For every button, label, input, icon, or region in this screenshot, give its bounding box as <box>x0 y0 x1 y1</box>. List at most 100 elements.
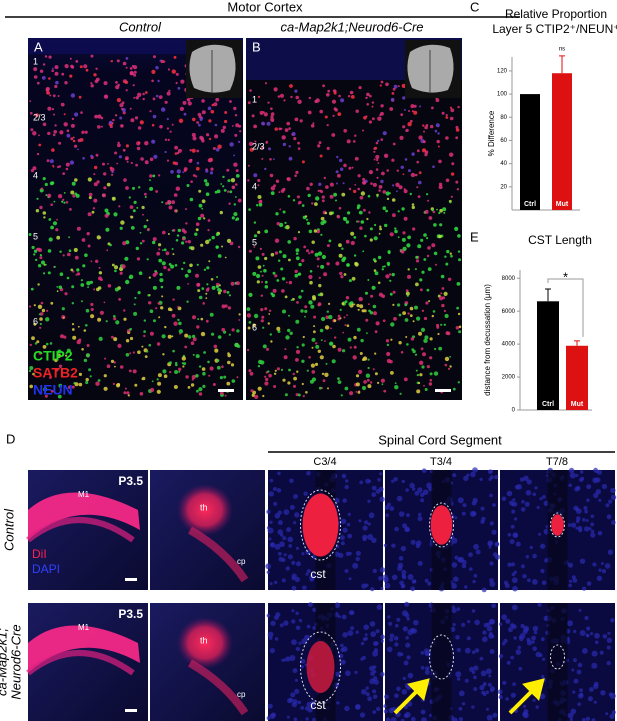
nucleus <box>297 700 302 705</box>
cell <box>452 387 456 391</box>
cell <box>257 95 261 98</box>
cell <box>168 205 173 210</box>
nucleus <box>401 689 408 695</box>
cell <box>54 71 59 76</box>
cell <box>149 331 154 336</box>
cell <box>181 356 186 361</box>
cell <box>373 150 376 153</box>
nucleus <box>367 534 374 540</box>
cell <box>284 128 289 133</box>
cell <box>39 256 43 260</box>
cell <box>412 320 415 323</box>
cell <box>301 204 305 207</box>
cell <box>248 141 254 147</box>
nucleus <box>572 578 578 583</box>
cell <box>48 218 52 221</box>
cell <box>205 292 208 295</box>
cell <box>102 162 105 166</box>
cell <box>227 190 230 193</box>
cell <box>138 186 141 189</box>
cell <box>207 219 211 222</box>
nucleus <box>607 631 611 635</box>
cell <box>158 95 163 99</box>
cell <box>355 109 359 113</box>
cell <box>377 139 380 143</box>
nucleus <box>410 586 416 592</box>
cell <box>214 123 218 127</box>
nucleus <box>574 486 580 492</box>
cell <box>246 307 251 311</box>
cell <box>110 167 115 172</box>
cell <box>339 271 343 276</box>
category-label: Ctrl <box>524 201 536 208</box>
region-label: cst <box>310 698 326 712</box>
cell <box>248 249 252 253</box>
cell <box>121 264 126 269</box>
cell <box>203 179 208 183</box>
cell <box>235 174 240 178</box>
cell <box>288 314 290 317</box>
cell <box>384 223 388 228</box>
cell <box>71 302 75 305</box>
cell <box>259 110 264 115</box>
cell <box>47 193 52 198</box>
cell <box>213 344 218 349</box>
dii-label <box>177 484 233 536</box>
nucleus <box>266 716 271 720</box>
nucleus <box>591 662 598 669</box>
cell <box>425 301 429 305</box>
nucleus <box>501 496 507 502</box>
cell <box>83 358 88 363</box>
cell <box>173 321 178 326</box>
cell <box>257 265 262 269</box>
cell <box>175 361 178 365</box>
cell <box>377 381 380 384</box>
cell <box>70 93 76 98</box>
cell <box>38 351 42 355</box>
nucleus <box>401 583 406 589</box>
cell <box>30 128 34 132</box>
cell <box>414 268 417 271</box>
nucleus <box>279 623 284 628</box>
cell <box>164 325 167 329</box>
nucleus <box>606 514 612 520</box>
cell <box>318 386 322 390</box>
cell <box>125 240 130 245</box>
cell <box>115 320 120 325</box>
nucleus <box>283 620 289 626</box>
cell <box>417 244 422 249</box>
cell <box>394 385 399 390</box>
cell <box>173 193 178 197</box>
cell <box>152 174 156 178</box>
cell <box>106 364 111 369</box>
nucleus <box>346 522 351 527</box>
cell <box>372 304 377 309</box>
cell <box>394 227 397 230</box>
cell <box>275 212 279 216</box>
cell <box>74 178 78 182</box>
cell <box>328 239 332 243</box>
cell <box>373 236 378 241</box>
cell <box>129 107 132 110</box>
cell <box>210 109 215 114</box>
cell <box>253 221 257 224</box>
cell <box>407 169 411 173</box>
cell <box>343 316 346 319</box>
nucleus <box>407 672 414 679</box>
nucleus <box>542 657 546 661</box>
cell <box>41 260 45 265</box>
nucleus <box>479 656 484 661</box>
cell <box>141 239 145 243</box>
nucleus <box>384 582 391 589</box>
cell <box>223 289 227 294</box>
cell <box>385 339 390 343</box>
cell <box>128 369 132 373</box>
cell <box>311 337 316 342</box>
nucleus <box>568 583 572 588</box>
cell <box>48 55 52 59</box>
nucleus <box>511 604 518 611</box>
cell <box>149 179 151 182</box>
cell <box>106 182 111 187</box>
cell <box>155 307 158 310</box>
cell <box>365 373 371 378</box>
